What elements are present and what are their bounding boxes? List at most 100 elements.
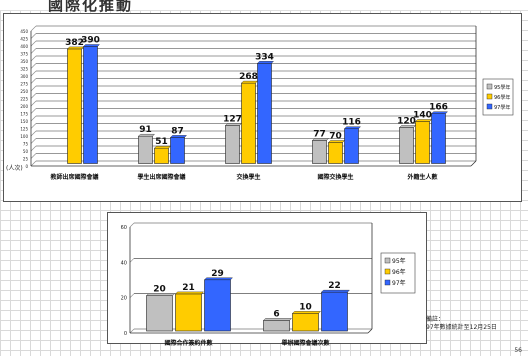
category-label: 舉辦國際會議次數 <box>280 339 329 347</box>
bar <box>257 62 272 164</box>
bar <box>344 128 359 164</box>
y-tick-label: 425 <box>20 37 28 42</box>
bar <box>312 140 327 164</box>
wall-grid-line <box>30 33 37 39</box>
wall-grid-line <box>30 100 37 107</box>
bar <box>328 142 343 164</box>
bar <box>154 147 169 164</box>
floor-edge <box>470 160 477 167</box>
y-tick-label: 275 <box>20 82 28 87</box>
wall-grid-line <box>30 63 37 69</box>
legend: 95學年 96學年 97學年 <box>482 78 514 116</box>
y-tick-label: 350 <box>20 59 28 64</box>
y-tick-label: 450 <box>20 29 28 34</box>
y-tick-label: 125 <box>20 127 28 132</box>
wall-grid-line <box>30 130 37 137</box>
bar <box>225 125 240 164</box>
bar <box>175 293 202 332</box>
bar-top <box>431 111 448 114</box>
wall-grid-line <box>129 328 135 334</box>
y-tick-label: 225 <box>20 97 28 102</box>
bar-top <box>312 138 329 141</box>
legend-label: 97年 <box>392 279 406 287</box>
legend-swatch <box>384 257 391 264</box>
wall-grid-line <box>30 123 37 129</box>
legend-swatch <box>384 279 391 286</box>
data-label: 334 <box>255 52 274 62</box>
chart-cooperation-conferences: 0 20 40 60 20 21 29 國際合作簽約件數 6 10 22 舉辦國際會議次數 95年 96年… <box>107 212 427 347</box>
wall-grid-line <box>30 108 37 114</box>
wall-grid-line <box>30 93 37 99</box>
wall-grid-line <box>30 153 37 159</box>
wall-grid-line <box>30 48 37 54</box>
y-tick-label: 0 <box>124 331 127 337</box>
category-label: 外籍生人數 <box>406 173 437 181</box>
data-label: 166 <box>429 103 448 113</box>
bar-top <box>146 293 175 296</box>
legend: 95年 96年 97年 <box>380 252 416 294</box>
y-tick-label: 100 <box>20 134 28 139</box>
data-label: 390 <box>81 36 100 46</box>
floor-edge <box>367 328 373 334</box>
bar <box>138 135 153 164</box>
bar <box>83 46 98 164</box>
data-label: 22 <box>328 281 341 291</box>
data-label: 29 <box>211 269 224 279</box>
bar-top <box>138 133 155 137</box>
bar-top <box>344 126 361 129</box>
y-tick-label: 300 <box>20 74 28 79</box>
page-title: 國際化推動 <box>48 0 134 14</box>
data-label: 10 <box>299 302 312 312</box>
wall-grid-line <box>30 160 37 167</box>
data-label: 268 <box>239 72 258 82</box>
note-label: 備註： <box>426 316 445 323</box>
y-tick-label: 325 <box>20 67 28 72</box>
chart-2-svg: 0 20 40 60 20 21 29 國際合作簽約件數 6 10 22 舉辦國際會議次數 95年 96年… <box>121 222 416 347</box>
bar-top <box>204 277 233 280</box>
data-label: 87 <box>171 126 184 136</box>
chart-international-exchange: 0 25 50 75 100 125 150 175 200 225 250 275 300 325 350… <box>3 13 522 202</box>
legend-label: 96學年 <box>494 94 510 101</box>
category-label: 教師出席國際會議 <box>49 173 98 181</box>
data-label: 382 <box>65 38 84 48</box>
y-tick-label: 150 <box>20 119 28 124</box>
data-label: 21 <box>182 283 195 293</box>
bar-top <box>292 311 321 314</box>
legend-label: 95學年 <box>494 84 510 91</box>
legend-swatch <box>384 268 391 275</box>
legend-label: 97學年 <box>494 104 510 111</box>
y-tick-label: 400 <box>20 44 28 49</box>
y-tick-label: 25 <box>23 157 29 162</box>
y-tick-label: 50 <box>23 149 29 154</box>
legend-swatch <box>486 93 493 100</box>
y-tick-label: 40 <box>121 260 127 266</box>
y-tick-label: 175 <box>20 112 28 117</box>
wall-grid-line <box>30 55 37 62</box>
bar-top <box>257 61 274 64</box>
bar <box>321 291 348 332</box>
page-number: 56 <box>514 347 522 354</box>
legend-swatch <box>486 103 493 110</box>
note-text: 97年數據統計至12月25日 <box>426 324 497 331</box>
data-label: 116 <box>342 118 361 128</box>
bar <box>241 82 256 164</box>
data-label: 120 <box>397 117 416 127</box>
bar <box>170 137 185 164</box>
bar-top <box>175 291 204 295</box>
bar <box>146 295 173 332</box>
category-label: 國際合作簽約件數 <box>164 339 212 347</box>
wall-grid-line <box>30 145 37 152</box>
wall-grid-line <box>30 85 37 92</box>
bar <box>204 279 231 332</box>
data-label: 70 <box>329 132 342 142</box>
bar <box>399 127 414 164</box>
wall-grid-line <box>30 115 37 122</box>
y-tick-label: 250 <box>20 89 28 94</box>
bar <box>67 48 82 164</box>
wall-grid-line <box>129 222 135 228</box>
bar <box>415 121 430 164</box>
category-label: 交換學生 <box>236 173 260 181</box>
data-label: 127 <box>223 114 242 124</box>
wall-grid-line <box>30 40 37 47</box>
chart-1-svg: 0 25 50 75 100 125 150 175 200 225 250 275 300 325 350… <box>6 25 514 181</box>
